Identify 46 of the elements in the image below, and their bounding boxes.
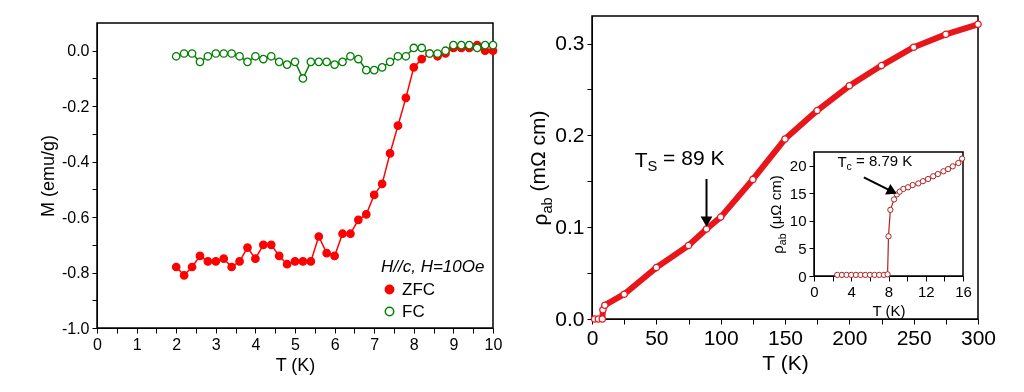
x-tick-label: 200 [832,325,868,349]
x-tick-label: 4 [251,335,261,353]
y-tick-label: 15 [789,184,807,202]
x-tick-label: 250 [896,325,932,349]
y-tick-label: 0.2 [555,122,585,146]
x-tick-label: 3 [211,335,221,353]
x-tick-label: 8 [884,282,894,300]
y-tick-label: 5 [798,239,807,257]
x-tick-label: 7 [370,335,380,353]
x-tick-label: 0 [93,335,103,353]
y-tick-label: 10 [789,212,807,230]
y-tick-label: -0.8 [61,264,90,282]
x-tick-label: 16 [955,282,972,300]
y-tick-label: 20 [789,157,807,175]
legend-title: H//c, H=10Oe [381,257,485,276]
x-tick-label: 6 [330,335,340,353]
x-tick-label: 1 [132,335,142,353]
x-tick-label: 12 [917,282,935,300]
y-tick-label: -0.4 [61,153,90,171]
legend-label: ZFC [402,279,436,299]
x-axis-title: T (K) [275,354,316,375]
y-tick-label: 0.0 [555,306,585,330]
y-tick-label: 0.0 [67,42,90,60]
y-axis-title: M (emu/g) [37,134,58,218]
y-tick-label: -0.2 [61,97,90,115]
x-tick-label: 8 [409,335,419,353]
y-tick-label: 0.1 [555,214,585,238]
x-tick-label: 0 [810,282,819,300]
x-tick-label: 2 [172,335,182,353]
y-tick-label: 0.3 [555,31,585,55]
annotation: T$_{S}$ = 89 K [634,146,725,175]
x-tick-label: 150 [767,325,804,349]
annotation: T$_{c}$ = 8.79 K [837,151,913,173]
y-tick-label: -0.6 [61,208,90,226]
x-axis-title: T (K) [872,301,906,319]
legend-label: FC [402,301,425,321]
x-tick-label: 9 [449,335,459,353]
x-tick-label: 10 [484,335,503,353]
x-tick-label: 300 [960,325,997,349]
y-tick-label: -1.0 [61,319,90,337]
y-tick-label: 0 [798,267,807,285]
x-axis-title: T (K) [762,350,809,374]
x-tick-label: 4 [847,282,856,300]
x-tick-label: 5 [291,335,301,353]
x-tick-label: 50 [645,325,669,349]
x-tick-label: 100 [703,325,739,349]
